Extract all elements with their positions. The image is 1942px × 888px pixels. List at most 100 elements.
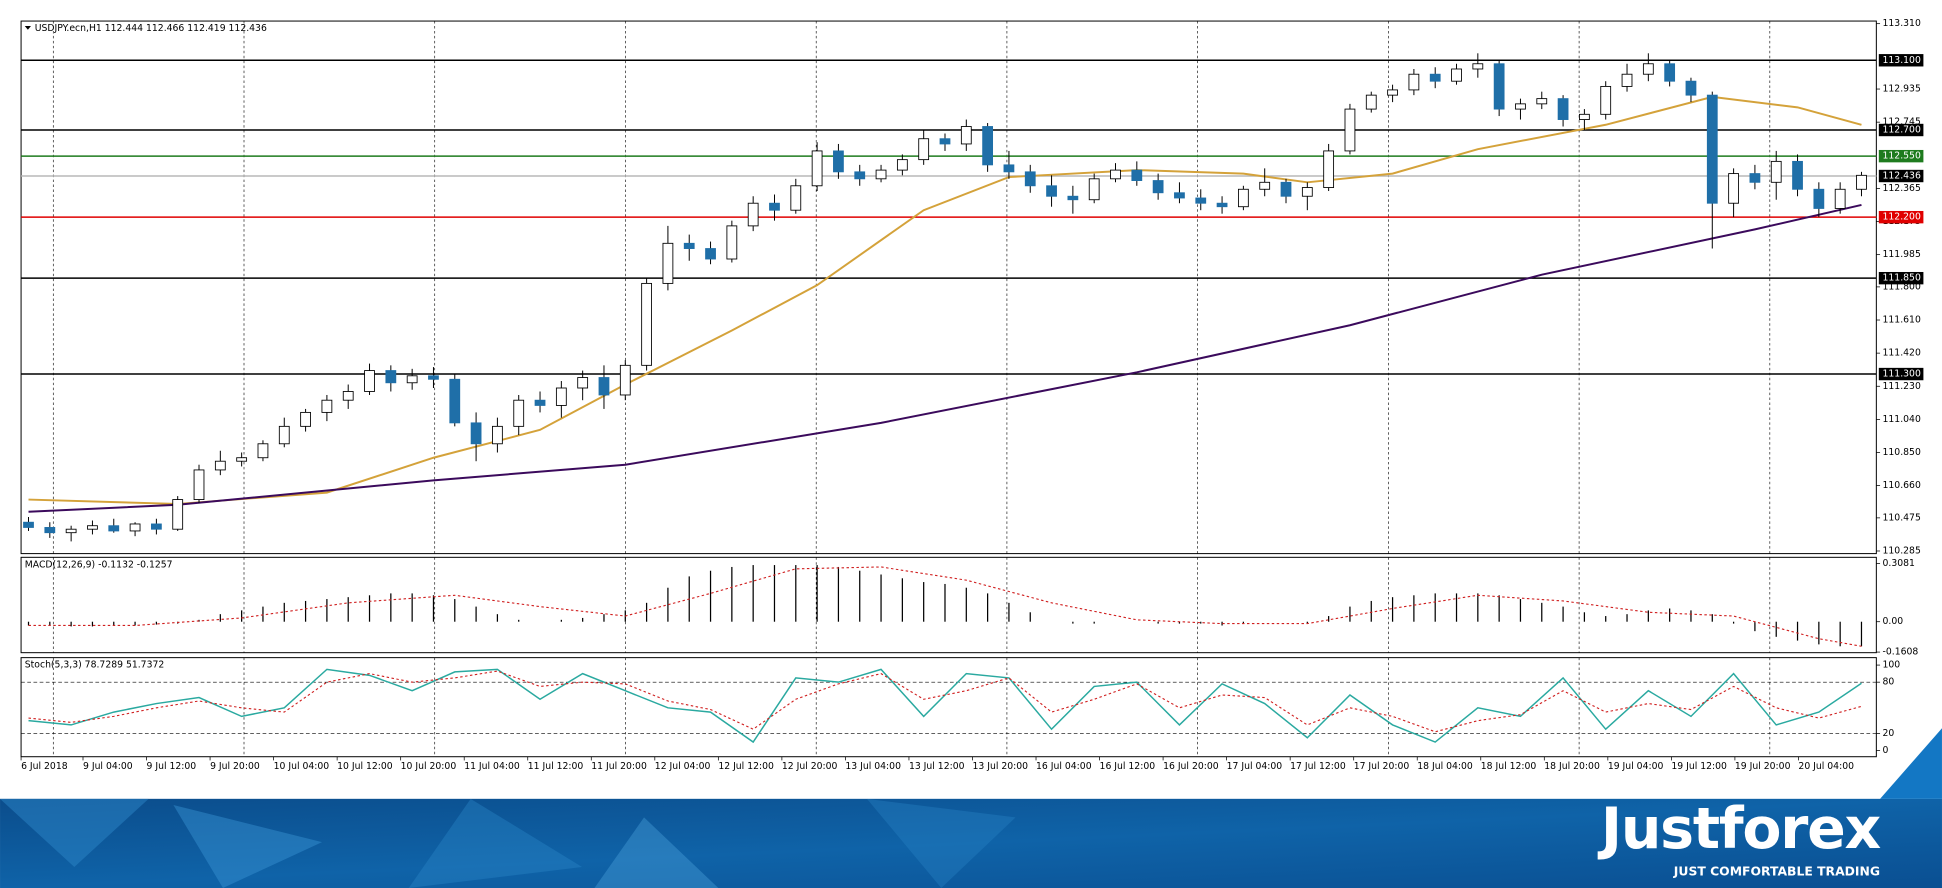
level-tag bbox=[1878, 367, 1924, 381]
candle-body bbox=[1131, 169, 1143, 181]
level-label: 112.550 bbox=[1883, 151, 1921, 162]
x-tick-label: 10 Jul 04:00 bbox=[274, 761, 330, 772]
candle-body bbox=[1216, 202, 1228, 208]
x-tick-label: 16 Jul 20:00 bbox=[1163, 761, 1219, 772]
candle-body bbox=[1728, 173, 1739, 204]
candle-body bbox=[1408, 73, 1420, 91]
x-tick-label: 12 Jul 12:00 bbox=[718, 761, 774, 772]
level-label: 112.436 bbox=[1883, 171, 1921, 182]
candle-body bbox=[833, 150, 844, 173]
panel-frame bbox=[20, 657, 1877, 758]
candle-body bbox=[1259, 181, 1271, 190]
candle-body bbox=[1856, 174, 1867, 190]
candle-body bbox=[896, 159, 908, 171]
candle-body bbox=[214, 460, 226, 471]
candle-body bbox=[300, 411, 311, 427]
candle-body bbox=[1664, 63, 1676, 82]
panel-frame bbox=[20, 20, 1877, 555]
candle-body bbox=[44, 527, 56, 534]
candle-body bbox=[982, 126, 994, 166]
x-tick-label: 18 Jul 20:00 bbox=[1544, 761, 1600, 772]
level-tag bbox=[1878, 169, 1924, 183]
level-tag bbox=[1878, 54, 1924, 67]
x-tick-label: 12 Jul 04:00 bbox=[655, 761, 711, 772]
candle-body bbox=[385, 370, 397, 384]
banner-shape bbox=[408, 798, 583, 888]
candle-body bbox=[364, 370, 375, 392]
candle-body bbox=[705, 248, 716, 260]
level-label: 112.200 bbox=[1883, 212, 1921, 223]
candle-body bbox=[193, 469, 205, 501]
y-tick-label: -0.1608 bbox=[1883, 647, 1919, 658]
candle-body bbox=[1515, 103, 1526, 110]
y-tick-label: 112.935 bbox=[1883, 84, 1921, 95]
y-tick-label: 111.610 bbox=[1883, 315, 1921, 326]
macd-signal bbox=[28, 566, 1862, 647]
logo: Justforex bbox=[1597, 796, 1881, 862]
y-tick-label: 80 bbox=[1883, 677, 1895, 688]
candle-body bbox=[641, 282, 652, 366]
candle-body bbox=[449, 378, 461, 424]
x-tick-label: 20 Jul 04:00 bbox=[1798, 761, 1854, 772]
candle-body bbox=[619, 364, 631, 396]
candle-body bbox=[918, 138, 930, 161]
y-tick-label: 113.310 bbox=[1883, 18, 1921, 29]
banner-shape bbox=[866, 798, 1016, 888]
x-tick-label: 11 Jul 20:00 bbox=[591, 761, 647, 772]
title-arrow bbox=[24, 26, 31, 30]
panels: 113.310112.935112.745112.365112.175111.9… bbox=[20, 18, 1924, 772]
candle-body bbox=[726, 225, 738, 260]
x-tick-label: 17 Jul 20:00 bbox=[1354, 761, 1410, 772]
candle-body bbox=[1280, 181, 1292, 197]
candle-body bbox=[1046, 185, 1057, 197]
banner-shape bbox=[173, 805, 323, 888]
candle-body bbox=[23, 521, 34, 528]
candle-body bbox=[769, 202, 780, 211]
candle-body bbox=[1536, 98, 1548, 105]
candle-body bbox=[1557, 98, 1569, 120]
candle-body bbox=[1813, 188, 1825, 209]
candle-body bbox=[151, 523, 162, 530]
y-tick-label: 112.745 bbox=[1883, 117, 1921, 128]
level-tag bbox=[1878, 210, 1924, 224]
candle-body bbox=[513, 399, 525, 427]
candle-body bbox=[1323, 150, 1335, 188]
x-tick-label: 13 Jul 04:00 bbox=[845, 761, 901, 772]
y-tick-label: 110.475 bbox=[1883, 512, 1921, 523]
x-tick-label: 9 Jul 20:00 bbox=[210, 761, 260, 772]
candle-body bbox=[534, 399, 546, 406]
candle-body bbox=[172, 499, 184, 530]
y-tick-label: 111.040 bbox=[1883, 414, 1921, 425]
level-tag bbox=[1878, 123, 1924, 137]
y-tick-label: 110.285 bbox=[1883, 545, 1921, 556]
candle-body bbox=[1088, 178, 1100, 201]
panel-title: Stoch(5,3,3) 78.7289 51.7372 bbox=[25, 660, 164, 671]
candle-body bbox=[1237, 188, 1249, 208]
y-tick-label: 110.660 bbox=[1883, 480, 1921, 491]
level-label: 111.850 bbox=[1883, 273, 1921, 284]
level-tag bbox=[1878, 149, 1924, 163]
candle-body bbox=[598, 377, 610, 396]
candle-body bbox=[1429, 73, 1441, 82]
candle-body bbox=[1579, 113, 1590, 120]
y-tick-label: 110.850 bbox=[1883, 447, 1921, 458]
candle-body bbox=[939, 138, 951, 145]
stoch-line bbox=[28, 670, 1862, 733]
candle-body bbox=[1792, 160, 1803, 190]
level-label: 111.300 bbox=[1883, 369, 1921, 380]
level-label: 113.100 bbox=[1883, 55, 1921, 66]
candle-body bbox=[278, 425, 290, 445]
candle-body bbox=[555, 387, 567, 406]
x-tick-label: 11 Jul 04:00 bbox=[464, 761, 520, 772]
candle-body bbox=[1067, 195, 1079, 201]
x-tick-label: 11 Jul 12:00 bbox=[528, 761, 584, 772]
candle-body bbox=[428, 375, 439, 380]
x-tick-label: 6 Jul 2018 bbox=[21, 761, 68, 772]
candle-body bbox=[1642, 63, 1654, 75]
banner-shape bbox=[594, 817, 719, 888]
candle-body bbox=[1621, 73, 1633, 87]
candle-body bbox=[662, 242, 674, 284]
x-tick-label: 10 Jul 12:00 bbox=[337, 761, 393, 772]
